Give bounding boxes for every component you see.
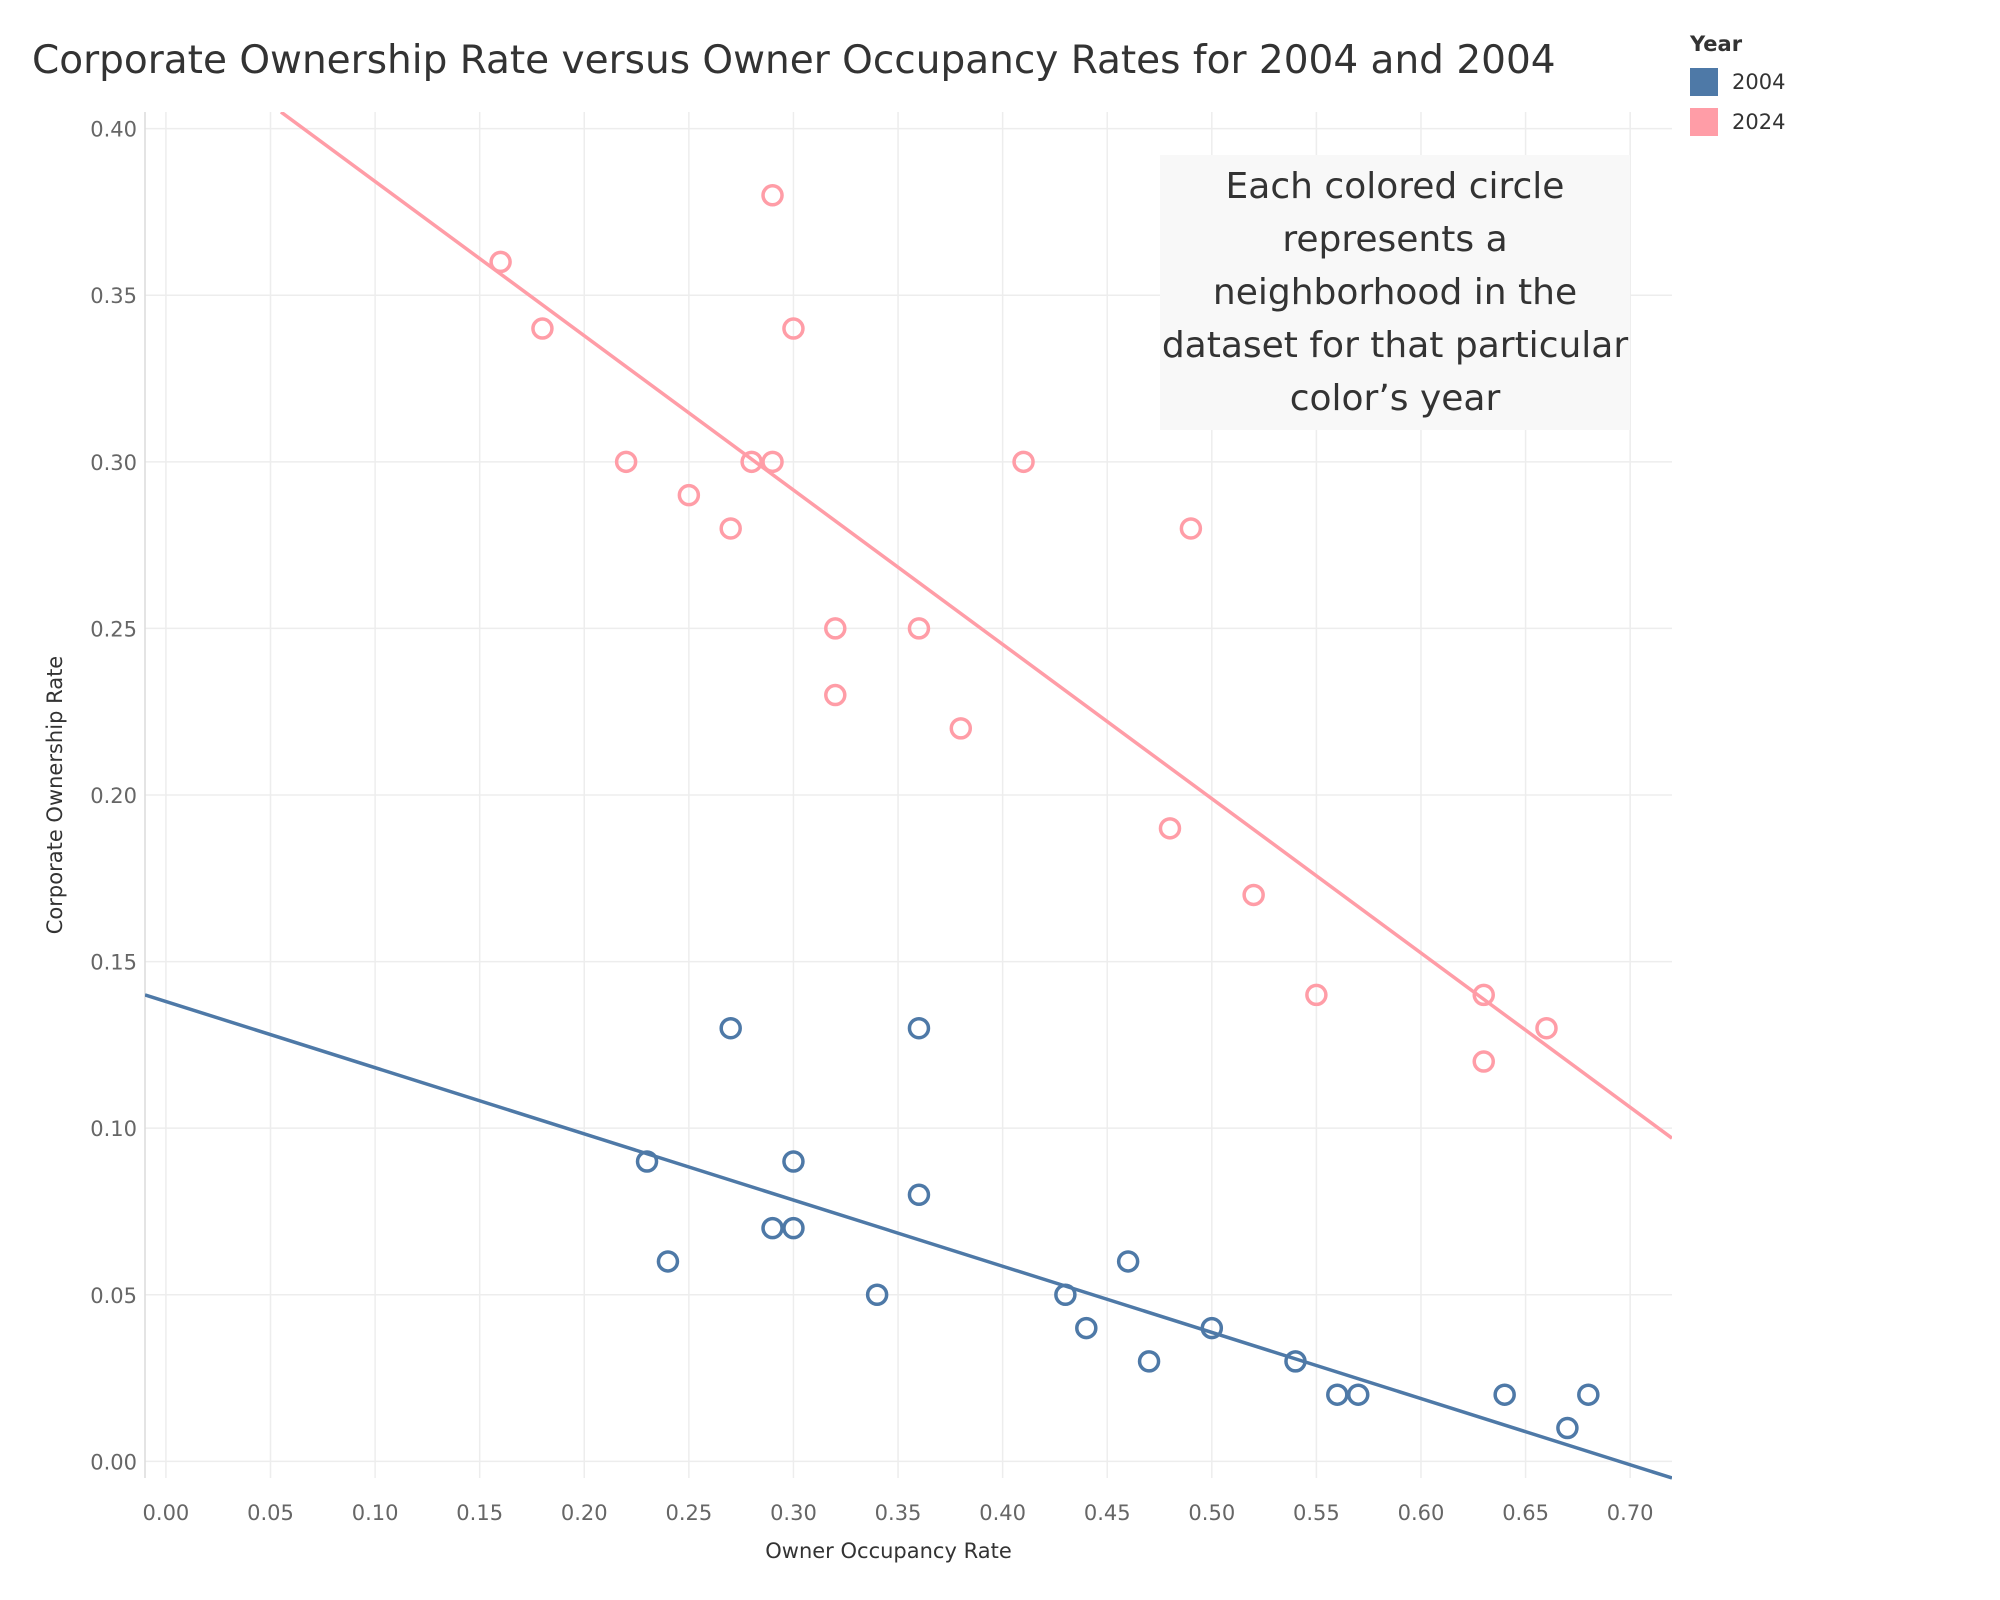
x-tick-label: 0.15 (456, 1501, 503, 1525)
data-point-2004 (1284, 1350, 1307, 1373)
legend-title: Year (1690, 32, 1743, 56)
data-point-2004 (1577, 1383, 1600, 1406)
data-point-2024 (1012, 450, 1035, 474)
data-point-2004 (907, 1016, 931, 1040)
x-tick-label: 0.30 (770, 1501, 817, 1525)
legend: Year 2004 2024 (1690, 32, 1785, 142)
data-point-2004 (761, 1216, 784, 1240)
data-point-2004 (782, 1150, 805, 1173)
x-tick-label: 0.10 (352, 1501, 399, 1525)
data-point-2004 (635, 1150, 659, 1173)
x-tick-label: 0.60 (1398, 1501, 1445, 1525)
data-point-2024 (824, 617, 847, 640)
y-tick-label: 0.15 (90, 951, 137, 975)
data-point-2004 (1493, 1383, 1516, 1406)
data-point-2004 (1326, 1383, 1349, 1406)
legend-label-2024: 2024 (1732, 110, 1786, 134)
data-point-2024 (1158, 817, 1182, 840)
legend-swatch-2024 (1690, 108, 1718, 136)
legend-item-2004[interactable]: 2004 (1690, 62, 1785, 102)
data-point-2024 (531, 317, 554, 340)
data-point-2004 (656, 1250, 680, 1273)
data-point-2024 (1179, 517, 1203, 540)
data-point-2004 (1054, 1283, 1077, 1307)
annotation-box: Each colored circle represents a neighbo… (1160, 155, 1630, 430)
x-axis-title: Owner Occupancy Rate (765, 1539, 1011, 1563)
data-point-2004 (719, 1016, 742, 1040)
data-point-2024 (1242, 883, 1265, 907)
y-tick-label: 0.35 (90, 284, 137, 308)
y-tick-label: 0.40 (90, 118, 137, 142)
x-tick-label: 0.70 (1607, 1501, 1654, 1525)
y-tick-label: 0.05 (90, 1284, 137, 1308)
x-tick-label: 0.50 (1188, 1501, 1235, 1525)
x-tick-label: 0.55 (1293, 1501, 1340, 1525)
y-tick-label: 0.10 (90, 1117, 137, 1141)
legend-swatch-2004 (1690, 68, 1718, 96)
data-point-2024 (1535, 1016, 1558, 1040)
y-axis-title: Corporate Ownership Rate (43, 656, 67, 934)
x-tick-label: 0.20 (561, 1501, 608, 1525)
data-point-2004 (1116, 1250, 1140, 1273)
data-point-2004 (1200, 1316, 1224, 1340)
data-point-2024 (740, 450, 763, 474)
data-point-2024 (614, 450, 638, 474)
data-point-2004 (865, 1283, 889, 1307)
x-tick-label: 0.35 (875, 1501, 922, 1525)
x-tick-label: 0.00 (143, 1501, 190, 1525)
data-point-2024 (782, 317, 805, 340)
data-point-2004 (1556, 1416, 1579, 1440)
y-tick-label: 0.00 (90, 1450, 137, 1474)
data-point-2004 (1137, 1350, 1161, 1373)
data-point-2024 (677, 483, 701, 507)
x-tick-label: 0.65 (1502, 1501, 1549, 1525)
x-tick-label: 0.40 (979, 1501, 1026, 1525)
data-point-2024 (1472, 1050, 1495, 1073)
x-tick-label: 0.05 (247, 1501, 294, 1525)
data-point-2024 (1305, 983, 1328, 1007)
legend-item-2024[interactable]: 2024 (1690, 102, 1785, 142)
y-tick-label: 0.25 (90, 617, 137, 641)
data-point-2004 (907, 1183, 931, 1207)
data-point-2024 (907, 617, 931, 640)
data-point-2024 (719, 517, 742, 540)
data-point-2004 (782, 1216, 805, 1240)
trend-line-2024 (279, 112, 1672, 1140)
x-tick-label: 0.25 (665, 1501, 712, 1525)
data-point-2024 (489, 250, 512, 274)
trend-line-2004 (145, 993, 1672, 1480)
data-point-2024 (761, 184, 784, 207)
data-point-2024 (761, 450, 784, 474)
data-point-2024 (949, 717, 973, 740)
data-point-2024 (824, 683, 847, 707)
data-point-2024 (1472, 983, 1495, 1007)
annotation-text: Each colored circle represents a neighbo… (1161, 166, 1629, 419)
data-point-2004 (1075, 1316, 1098, 1340)
chart-title: Corporate Ownership Rate versus Owner Oc… (32, 38, 1556, 83)
x-tick-label: 0.45 (1084, 1501, 1131, 1525)
data-point-2004 (1346, 1383, 1370, 1406)
y-tick-label: 0.30 (90, 451, 137, 475)
y-tick-label: 0.20 (90, 784, 137, 808)
legend-label-2004: 2004 (1732, 70, 1786, 94)
